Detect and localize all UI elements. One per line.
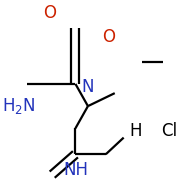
Text: O: O [102,28,115,46]
Text: H: H [130,122,142,140]
Text: N: N [82,78,94,96]
Text: NH: NH [63,161,88,179]
Text: H$_2$N: H$_2$N [2,96,36,116]
Text: Cl: Cl [161,122,177,140]
Text: O: O [43,4,56,22]
